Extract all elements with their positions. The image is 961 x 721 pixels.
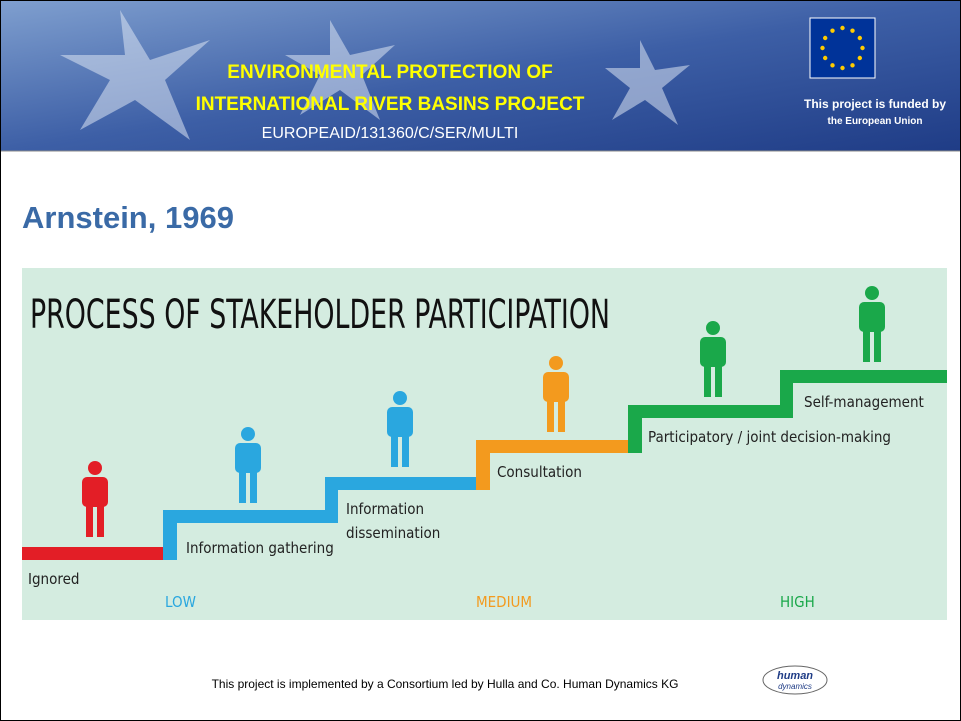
person-leg xyxy=(715,364,722,397)
step-segment xyxy=(163,510,325,523)
header-code: EUROPEAID/131360/C/SER/MULTI xyxy=(262,125,519,142)
step-label: Consultation xyxy=(497,463,582,481)
eu-star xyxy=(858,56,862,60)
person-leg xyxy=(558,399,565,432)
step-label: dissemination xyxy=(346,524,440,542)
eu-star xyxy=(840,26,844,30)
step-segment xyxy=(780,370,947,383)
eu-star xyxy=(820,46,824,50)
eu-star xyxy=(858,36,862,40)
person-body xyxy=(82,477,108,507)
step-segment xyxy=(628,405,780,418)
eu-star xyxy=(850,63,854,67)
logo-text: dynamics xyxy=(778,682,812,691)
person-leg xyxy=(250,470,257,503)
person-head xyxy=(706,321,720,335)
person-leg xyxy=(874,329,881,362)
person-leg xyxy=(239,470,246,503)
funded-text: the European Union xyxy=(828,116,923,127)
person-body xyxy=(235,443,261,473)
level-label: HIGH xyxy=(780,593,815,611)
eu-star xyxy=(850,28,854,32)
person-head xyxy=(549,356,563,370)
header-title: INTERNATIONAL RIVER BASINS PROJECT xyxy=(196,94,585,115)
step-segment xyxy=(476,440,640,453)
step-segment xyxy=(22,547,163,560)
person-head xyxy=(241,427,255,441)
person-leg xyxy=(547,399,554,432)
eu-star xyxy=(840,66,844,70)
step-label: Information xyxy=(346,500,424,518)
person-head xyxy=(88,461,102,475)
person-body xyxy=(700,337,726,367)
person-body xyxy=(387,407,413,437)
person-body xyxy=(859,302,885,332)
person-head xyxy=(865,286,879,300)
person-leg xyxy=(391,434,398,467)
eu-star xyxy=(830,28,834,32)
level-label: MEDIUM xyxy=(476,593,532,611)
person-body xyxy=(543,372,569,402)
header-title: ENVIRONMENTAL PROTECTION OF xyxy=(227,62,552,83)
diagram-title: PROCESS OF STAKEHOLDER PARTICIPATION xyxy=(30,292,610,338)
eu-star xyxy=(823,36,827,40)
person-leg xyxy=(704,364,711,397)
heading: Arnstein, 1969 xyxy=(22,200,234,235)
person-leg xyxy=(86,504,93,537)
person-leg xyxy=(863,329,870,362)
page: ENVIRONMENTAL PROTECTION OF INTERNATIONA… xyxy=(0,0,961,721)
level-label: LOW xyxy=(165,593,196,611)
eu-star xyxy=(860,46,864,50)
funded-text: This project is funded by xyxy=(804,97,946,111)
step-label: Ignored xyxy=(28,570,79,588)
slide: ENVIRONMENTAL PROTECTION OF INTERNATIONA… xyxy=(0,0,961,721)
step-label: Information gathering xyxy=(186,539,334,557)
person-leg xyxy=(97,504,104,537)
logo-text: human xyxy=(777,670,813,682)
eu-star xyxy=(830,63,834,67)
person-head xyxy=(393,391,407,405)
person-leg xyxy=(402,434,409,467)
eu-star xyxy=(823,56,827,60)
step-label: Participatory / joint decision-making xyxy=(648,428,891,446)
step-label: Self-management xyxy=(804,393,924,411)
footer-text: This project is implemented by a Consort… xyxy=(212,677,679,691)
step-segment xyxy=(325,477,476,490)
